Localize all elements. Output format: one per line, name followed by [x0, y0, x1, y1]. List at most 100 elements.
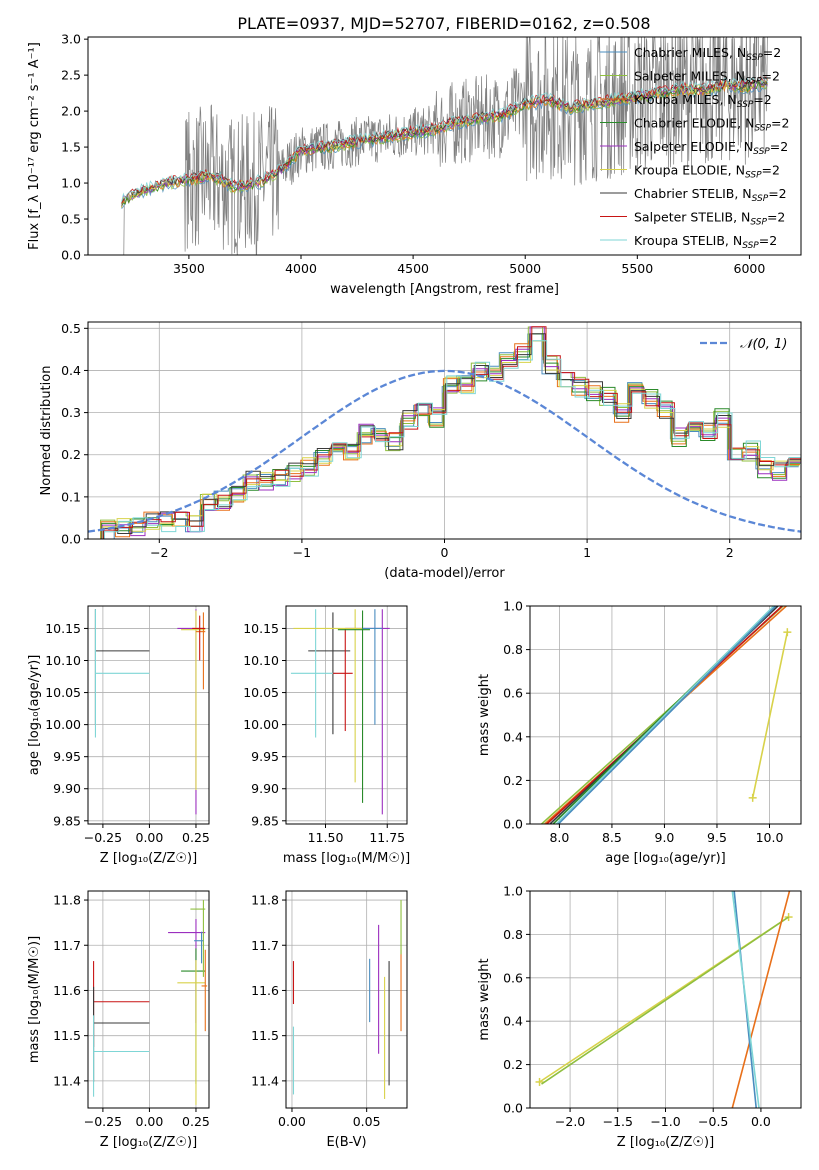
- y-tick-label: 9.85: [251, 813, 279, 828]
- legend-label-tail: =2: [763, 45, 781, 60]
- figure-title: PLATE=0937, MJD=52707, FIBERID=0162, z=0…: [237, 14, 650, 33]
- observed-spectrum: [121, 37, 768, 255]
- legend-label-sub: SSP: [742, 241, 759, 251]
- legend-label: Chabrier MILES, NSSP=2: [634, 45, 781, 63]
- x-tick-label: 2: [726, 545, 734, 560]
- y-tick-label: 2.5: [61, 68, 81, 83]
- panel-mass_vs_ebv: 0.00 0.05 11.4 11.5 11.6 11.7 11.8 E(B-V): [251, 890, 408, 1150]
- y-tick-label: 1.5: [61, 140, 81, 155]
- legend-label: Salpeter STELIB, NSSP=2: [634, 210, 785, 228]
- legend-label-main: Kroupa ELODIE, N: [634, 163, 745, 178]
- legend-label-tail: =2: [770, 139, 788, 154]
- axes-frame: [87, 605, 210, 825]
- axes-frame: [285, 605, 408, 825]
- x-tick-label: 11.50: [308, 830, 344, 845]
- panel-weight_vs_Z: −2.0 −1.5 −1.0 −0.5 0.0 0.0 0.2 0.4 0.6 0.8 1.0 Z […: [477, 884, 802, 1150]
- legend-label-sub: SSP: [754, 124, 771, 134]
- y-tick-label: 0.0: [503, 1101, 523, 1116]
- legend-label-tail: =2: [753, 92, 771, 107]
- y-tick-label: 0.0: [61, 248, 81, 263]
- panel-mass_vs_Z: −0.25 0.00 0.25 11.4 11.5 11.6 11.7 11.8 Z [log₁…: [27, 890, 210, 1150]
- x-tick-label: 0.25: [182, 830, 210, 845]
- panel-weight_vs_age: 8.0 8.5 9.0 9.5 10.0 0.0 0.2 0.4 0.6 0.8 1.0 age [l…: [477, 599, 802, 866]
- y-tick-label: 11.4: [53, 1073, 81, 1088]
- x-tick-label: 1: [583, 545, 591, 560]
- x-axis-label: Z [log₁₀(Z/Z☉)]: [100, 1135, 197, 1150]
- legend-label-main: Chabrier STELIB, N: [634, 186, 752, 201]
- x-tick-label: −1.0: [650, 1114, 680, 1129]
- y-tick-label: 9.95: [251, 749, 279, 764]
- histogram-chabrier_stelib: [89, 333, 801, 539]
- axes-frame: [87, 890, 210, 1109]
- y-tick-label: 11.4: [251, 1073, 279, 1088]
- y-tick-label: 11.6: [251, 983, 279, 998]
- y-tick-label: 0.8: [503, 642, 523, 657]
- y-tick-label: 10.10: [243, 653, 279, 668]
- y-tick-label: 9.90: [53, 781, 81, 796]
- y-tick-label: 0.4: [503, 1014, 523, 1029]
- y-axis-label: age [log₁₀(age/yr)]: [27, 655, 42, 776]
- y-tick-label: 0.6: [503, 686, 523, 701]
- legend-label-tail: =2: [771, 116, 789, 131]
- y-tick-label: 10.05: [243, 685, 279, 700]
- y-tick-label: 0.3: [61, 405, 81, 420]
- weight-line-salpeter_miles: [541, 916, 790, 1085]
- weight-line-kroupa_stelib: [731, 891, 760, 1108]
- legend-label: Salpeter MILES, NSSP=2: [634, 69, 780, 87]
- legend-label-sub: SSP: [745, 77, 762, 87]
- y-tick-label: 11.7: [251, 938, 279, 953]
- model-spectrum-chabrier_stelib: [121, 79, 768, 204]
- legend-label-main: Salpeter STELIB, N: [634, 210, 750, 225]
- legend-label-tail: =2: [768, 186, 786, 201]
- y-tick-label: 1.0: [61, 176, 81, 191]
- legend-label-main: Chabrier ELODIE, N: [634, 116, 754, 131]
- x-axis-label: mass [log₁₀(M/M☉)]: [283, 851, 410, 866]
- model-spectrum-salpeter_stelib: [121, 76, 768, 204]
- y-tick-label: 0.5: [61, 212, 81, 227]
- legend-label-sub: SSP: [752, 194, 769, 204]
- gaussian-curve: [88, 369, 801, 533]
- x-tick-label: −0.25: [84, 1114, 122, 1129]
- histogram-chabrier_miles: [88, 333, 799, 539]
- plot-area: [541, 606, 792, 824]
- y-tick-label: 2.0: [61, 104, 81, 119]
- legend-label-tail: =2: [759, 233, 777, 248]
- y-tick-label: 3.0: [61, 32, 81, 47]
- y-tick-label: 0.4: [61, 363, 81, 378]
- y-tick-label: 0.1: [61, 489, 81, 504]
- y-tick-label: 9.90: [251, 781, 279, 796]
- y-tick-label: 11.8: [251, 893, 279, 908]
- y-tick-label: 0.8: [503, 927, 523, 942]
- legend-label: 𝒩(0, 1): [740, 337, 787, 352]
- x-axis-label: Z [log₁₀(Z/Z☉)]: [617, 1135, 714, 1150]
- legend-label-main: Salpeter ELODIE, N: [634, 139, 753, 154]
- y-tick-label: 0.2: [61, 447, 81, 462]
- legend-label-tail: =2: [767, 210, 785, 225]
- legend-label-sub: SSP: [746, 53, 763, 63]
- x-tick-label: 0.0: [751, 1114, 771, 1129]
- legend-label: Kroupa ELODIE, NSSP=2: [634, 163, 780, 181]
- y-tick-label: 1.0: [503, 884, 523, 899]
- legend-label-main: Chabrier MILES, N: [634, 45, 746, 60]
- x-tick-label: 9.0: [655, 830, 675, 845]
- y-tick-label: 10.15: [243, 621, 279, 636]
- plot-area: [535, 891, 793, 1108]
- y-tick-label: 10.10: [45, 653, 81, 668]
- x-tick-label: 8.5: [602, 830, 622, 845]
- x-axis-label: wavelength [Angstrom, rest frame]: [330, 282, 559, 297]
- weight-line-kroupa_stelib: [555, 606, 775, 824]
- y-tick-label: 11.5: [251, 1028, 279, 1043]
- y-tick-label: 0.0: [503, 817, 523, 832]
- axes-frame: [285, 890, 408, 1109]
- y-tick-label: 0.0: [61, 532, 81, 547]
- x-tick-label: 5000: [509, 261, 541, 276]
- y-tick-label: 9.95: [53, 749, 81, 764]
- model-spectrum-kroupa_stelib: [121, 77, 768, 202]
- legend-label: Kroupa MILES, NSSP=2: [634, 92, 772, 110]
- x-tick-label: 0.25: [182, 1114, 210, 1129]
- y-axis-label: mass [log₁₀(M/M☉)]: [27, 936, 42, 1063]
- plot-area: [93, 900, 208, 1105]
- legend-label-tail: =2: [762, 69, 780, 84]
- y-tick-label: 0.6: [503, 970, 523, 985]
